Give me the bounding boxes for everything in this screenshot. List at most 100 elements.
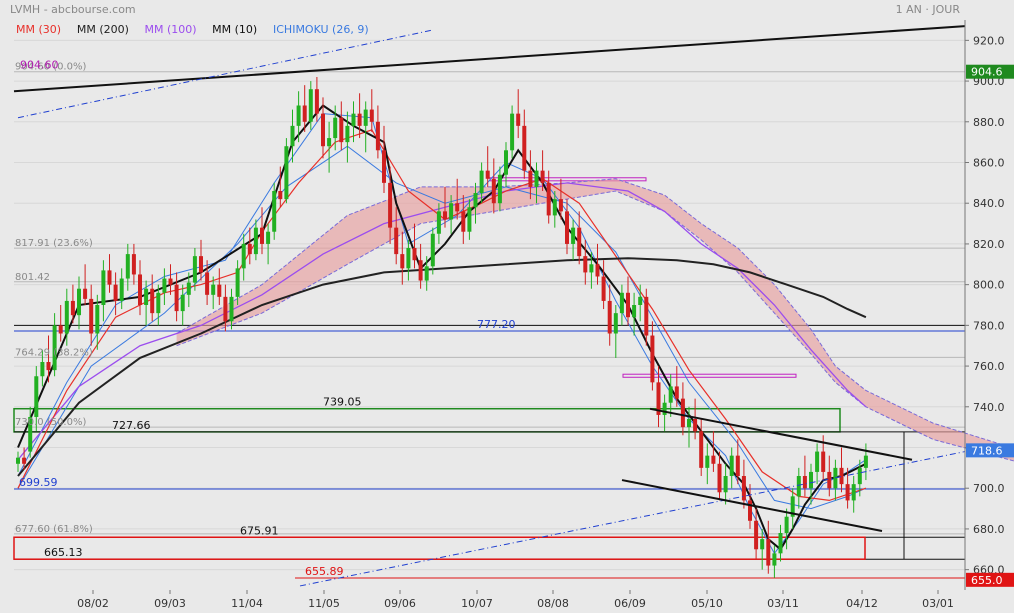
level-label: 904.60 — [20, 59, 59, 72]
candle-body — [77, 288, 81, 316]
fibonacci-label: 801.42 — [15, 272, 50, 283]
candle-body — [607, 300, 612, 334]
candle-body — [180, 294, 185, 312]
candle-body — [388, 182, 393, 228]
candle-body — [382, 150, 386, 183]
trendline-dashdot — [299, 451, 966, 587]
candle-body — [235, 268, 240, 297]
candle-body — [851, 484, 856, 501]
candle-body — [809, 471, 813, 489]
candle-body — [223, 296, 228, 322]
candle-body — [430, 233, 435, 267]
legend-item: ICHIMOKU (26, 9) — [273, 23, 369, 36]
candle-body — [400, 254, 405, 269]
candle-body — [754, 520, 759, 550]
candle-body — [89, 298, 94, 334]
legend: MM (30) MM (200) MM (100) MM (10) ICHIMOKU (… — [16, 23, 369, 36]
candle-body — [571, 227, 576, 244]
candle-body — [278, 191, 283, 200]
candle-body — [46, 362, 51, 371]
candle-body — [723, 476, 728, 493]
trendline-dashdot — [17, 29, 433, 119]
candle-body — [339, 117, 344, 143]
candle-body — [491, 178, 496, 204]
candle-body — [546, 182, 551, 216]
candles — [16, 77, 868, 578]
y-tick-label: 920.0 — [973, 34, 1005, 47]
cloud-area — [176, 178, 1014, 461]
y-tick-label: 840.0 — [973, 197, 1005, 210]
candle-body — [211, 284, 216, 295]
candle-body — [168, 278, 173, 285]
period-label: 1 AN · JOUR — [896, 3, 961, 16]
candle-body — [266, 231, 271, 244]
candle-body — [241, 243, 246, 269]
candle-body — [497, 174, 502, 204]
candle-body — [741, 476, 746, 501]
candle-body — [595, 264, 600, 277]
current-price-marker — [966, 443, 1014, 458]
candle-body — [577, 227, 582, 257]
candle-body — [327, 138, 332, 147]
candle-body — [485, 170, 490, 179]
candle-body — [735, 455, 740, 476]
sma200-line — [17, 257, 867, 477]
candle-body — [131, 254, 136, 275]
candle-body — [16, 457, 20, 464]
x-tick-label: 10/07 — [461, 597, 493, 610]
candle-body — [479, 170, 484, 194]
candle-body — [644, 296, 649, 336]
candle-body — [418, 260, 423, 281]
candle-body — [455, 203, 460, 212]
legend-item: MM (10) — [212, 23, 257, 36]
candle-body — [150, 288, 155, 314]
candle-body — [461, 211, 466, 232]
y-tick-label: 800.0 — [973, 279, 1005, 292]
fibonacci-label: 677.60 (61.8%) — [15, 524, 93, 535]
candle-body — [589, 264, 594, 273]
candle-body — [58, 325, 63, 334]
x-tick-label: 05/10 — [691, 597, 723, 610]
senkou-a-line — [176, 178, 1014, 449]
candle-body — [632, 305, 637, 318]
price-marker — [966, 64, 1014, 79]
fibonacci-label: 730.0 (50.0%) — [15, 417, 86, 428]
candle-body — [668, 386, 673, 403]
candle-body — [64, 300, 69, 334]
candle-body — [784, 516, 789, 533]
y-tick-label: 780.0 — [973, 319, 1005, 332]
candle-body — [394, 227, 399, 255]
candle-body — [119, 278, 124, 301]
candle-body — [321, 113, 325, 147]
level-label: 777.20 — [477, 318, 516, 331]
candle-body — [699, 431, 704, 468]
ichimoku-cloud — [176, 178, 1014, 462]
candle-body — [863, 455, 868, 468]
candle-body — [449, 203, 454, 220]
candle-body — [558, 199, 563, 212]
candle-body — [113, 284, 118, 301]
candle-body — [186, 282, 191, 295]
level-label: 665.13 — [44, 546, 83, 559]
candle-body — [284, 146, 289, 200]
candle-body — [156, 292, 161, 314]
candle-body — [308, 89, 313, 122]
candle-body — [174, 284, 179, 312]
candle-body — [375, 121, 380, 151]
x-tick-label: 03/11 — [767, 597, 799, 610]
candle-body — [436, 211, 441, 234]
current-price-label: 718.6 — [971, 444, 1003, 457]
candle-body — [296, 105, 301, 126]
price-marker-label: 655.0 — [971, 574, 1003, 587]
candle-body — [656, 382, 661, 415]
candle-body — [363, 109, 368, 126]
fibonacci-label: 817.91 (23.6%) — [15, 238, 93, 249]
legend-item: MM (30) — [16, 23, 61, 36]
magenta-zone — [622, 373, 797, 378]
candle-body — [83, 288, 88, 299]
level-label: 739.05 — [323, 396, 362, 409]
candle-body — [674, 386, 679, 399]
candle-body — [229, 296, 234, 322]
candle-body — [778, 533, 783, 554]
x-tick-label: 06/09 — [614, 597, 646, 610]
